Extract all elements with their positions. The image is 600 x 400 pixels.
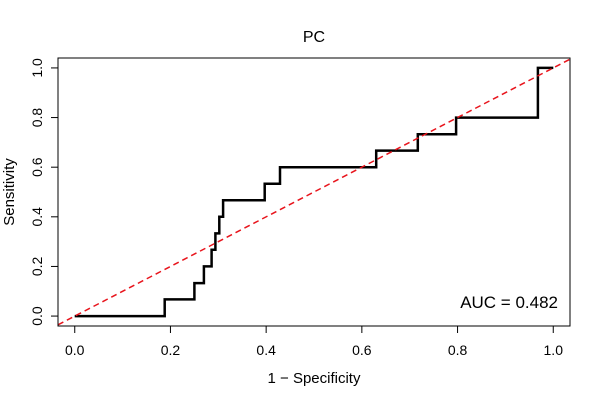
y-tick-label: 0.0 <box>29 306 45 326</box>
series-layer <box>58 58 570 326</box>
y-tick-label: 1.0 <box>29 58 45 78</box>
reference-diagonal-line <box>58 58 570 326</box>
x-tick-label: 0.2 <box>161 342 181 358</box>
y-axis: 0.0 0.2 0.4 0.6 0.8 1.0 <box>29 58 59 326</box>
y-tick-label: 0.6 <box>29 157 45 177</box>
auc-annotation: AUC = 0.482 <box>460 293 558 312</box>
roc-curve-line <box>74 66 554 318</box>
x-tick-label: 0.6 <box>352 342 372 358</box>
y-tick-label: 0.2 <box>29 257 45 277</box>
x-tick-label: 0.8 <box>448 342 468 358</box>
x-tick-label: 0.0 <box>65 342 85 358</box>
x-axis-label: 1 − Specificity <box>268 370 361 387</box>
y-tick-label: 0.8 <box>29 108 45 128</box>
x-tick-label: 1.0 <box>544 342 564 358</box>
chart-title: PC <box>303 29 325 46</box>
y-tick-label: 0.4 <box>29 207 45 227</box>
y-axis-label: Sensitivity <box>1 158 18 226</box>
x-axis: 0.0 0.2 0.4 0.6 0.8 1.0 <box>65 325 564 358</box>
x-tick-label: 0.4 <box>256 342 276 358</box>
